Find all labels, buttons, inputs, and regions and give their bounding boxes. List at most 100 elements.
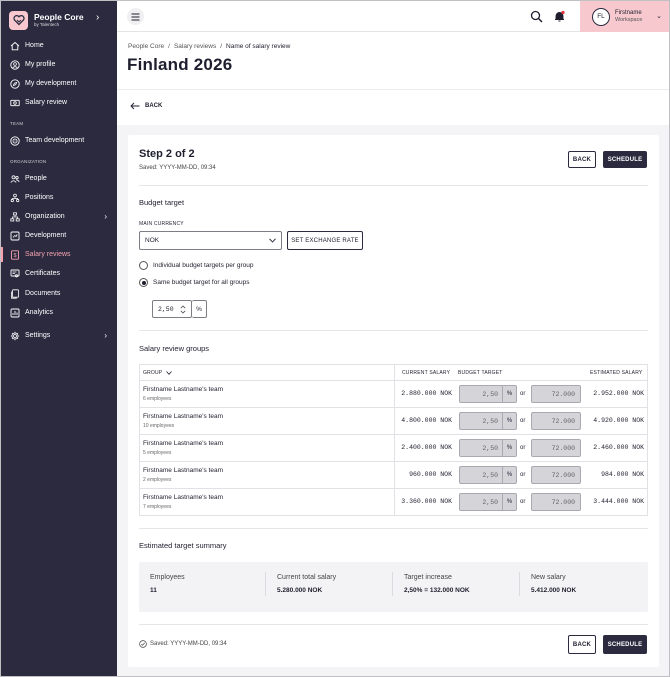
sidebar-item-salary-reviews[interactable]: $ Salary reviews <box>1 246 117 263</box>
summary-new-salary: New salary 5.412.000 NOK <box>531 574 576 594</box>
sidebar-item-settings[interactable]: Settings › <box>1 327 117 344</box>
sidebar-item-label: Home <box>25 42 44 49</box>
divider <box>392 572 393 596</box>
percent-unit: % <box>503 439 517 457</box>
sidebar-item-my-development[interactable]: My development <box>1 75 117 92</box>
topbar: FL Firstname Workspace ⌄ <box>117 1 669 32</box>
user-name: Firstname <box>615 10 642 17</box>
percent-input[interactable]: 2,50 <box>459 466 503 484</box>
divider <box>139 185 648 186</box>
org-icon <box>10 211 20 221</box>
stepper-arrows-icon[interactable] <box>180 305 186 314</box>
back-link[interactable]: BACK <box>130 102 162 110</box>
search-icon[interactable] <box>530 10 543 23</box>
brand-title: People Core <box>34 11 84 22</box>
employee-count: 5 employees <box>143 450 172 456</box>
breadcrumb-current: Name of salary review <box>226 43 291 50</box>
section-label-organization: ORGANIZATION <box>10 159 47 164</box>
amount-input[interactable]: 72.000 <box>531 412 581 430</box>
amount-input[interactable]: 72.000 <box>531 385 581 403</box>
groups-table: GROUP CURRENT SALARY BUDGET TARGET ESTIM… <box>139 364 648 516</box>
divider <box>139 330 648 331</box>
budget-target-stepper[interactable]: 2,50 <box>152 300 192 318</box>
current-salary: 3.360.000 NOK <box>401 498 452 505</box>
logo-icon <box>9 10 28 30</box>
currency-select[interactable]: NOK <box>139 231 282 250</box>
sidebar-item-home[interactable]: Home <box>1 37 117 54</box>
sidebar-item-organization[interactable]: Organization › <box>1 208 117 225</box>
amount-input[interactable]: 72.000 <box>531 493 581 511</box>
saved-status-text: Saved: YYYY-MM-DD, 09:34 <box>150 641 227 647</box>
sidebar-item-analytics[interactable]: Analytics <box>1 304 117 321</box>
back-label: BACK <box>145 103 163 109</box>
back-button[interactable]: BACK <box>568 151 596 168</box>
main-content: People Core / Salary reviews / Name of salar… <box>117 32 669 676</box>
group-name: Firstname Lastname's team <box>143 413 223 420</box>
sidebar-item-my-profile[interactable]: My profile <box>1 56 117 73</box>
summary-employees: Employees 11 <box>150 574 185 594</box>
percent-input[interactable]: 2,50 <box>459 385 503 403</box>
menu-button[interactable] <box>127 8 144 25</box>
saved-status: Saved: YYYY-MM-DD, 09:34 <box>139 165 216 171</box>
section-label-team: TEAM <box>10 121 24 126</box>
chevron-down-icon <box>166 371 173 375</box>
sidebar-item-documents[interactable]: Documents <box>1 285 117 302</box>
schedule-button[interactable]: SCHEDULE <box>603 635 647 654</box>
or-label: or <box>520 445 526 451</box>
breadcrumb-item[interactable]: Salary reviews <box>173 43 217 50</box>
sidebar-item-positions[interactable]: Positions <box>1 189 117 206</box>
check-circle-icon <box>139 640 147 648</box>
breadcrumb-item[interactable]: People Core <box>128 43 165 50</box>
saved-status-bottom: Saved: YYYY-MM-DD, 09:34 <box>139 640 227 648</box>
percent-unit: % <box>503 385 517 403</box>
summary-value: 11 <box>150 587 157 594</box>
back-button[interactable]: BACK <box>568 635 596 654</box>
estimated-salary: 4.920.000 NOK <box>593 417 644 424</box>
percent-unit: % <box>192 300 207 318</box>
analytics-icon <box>10 308 20 317</box>
column-header-current: CURRENT SALARY <box>402 370 451 376</box>
user-menu[interactable]: FL Firstname Workspace ⌄ <box>580 1 669 32</box>
sidebar-item-label: People <box>25 175 47 182</box>
amount-input[interactable]: 72.000 <box>531 466 581 484</box>
summary-value: 5.280.000 NOK <box>277 587 323 594</box>
set-exchange-rate-button[interactable]: SET EXCHANGE RATE <box>287 231 363 250</box>
or-label: or <box>520 499 526 505</box>
divider <box>139 528 648 529</box>
summary-value: 5.412.000 NOK <box>531 587 577 594</box>
sidebar-item-label: My development <box>25 80 77 87</box>
chevron-right-icon[interactable]: › <box>104 331 107 340</box>
sidebar-item-certificates[interactable]: Certificates <box>1 265 117 282</box>
sidebar-item-salary-review[interactable]: Salary review <box>1 94 117 111</box>
positions-icon <box>10 193 20 202</box>
breadcrumb: People Core / Salary reviews / Name of salar… <box>128 43 291 50</box>
sidebar-item-people[interactable]: People <box>1 170 117 187</box>
radio-individual-targets[interactable] <box>139 261 148 270</box>
chevron-right-icon[interactable]: › <box>96 12 100 23</box>
sidebar-item-development[interactable]: Development <box>1 227 117 244</box>
chevron-right-icon[interactable]: › <box>104 212 107 221</box>
percent-unit: % <box>503 493 517 511</box>
percent-unit: % <box>503 466 517 484</box>
brand[interactable]: People Core by Talentech › <box>1 5 117 35</box>
development-icon <box>10 231 20 240</box>
percent-input[interactable]: 2,50 <box>459 412 503 430</box>
stepper-value: 2,50 <box>158 305 174 313</box>
sidebar-item-label: Documents <box>25 290 61 297</box>
chevron-down-icon: ⌄ <box>656 13 662 20</box>
chevron-down-icon <box>269 238 276 243</box>
amount-input[interactable]: 72.000 <box>531 439 581 457</box>
home-icon <box>10 41 20 50</box>
schedule-button[interactable]: SCHEDULE <box>603 151 647 168</box>
current-salary: 960.000 NOK <box>409 471 452 478</box>
percent-input[interactable]: 2,50 <box>459 439 503 457</box>
estimated-salary: 2.460.000 NOK <box>593 444 644 451</box>
column-header-group[interactable]: GROUP <box>143 365 173 381</box>
bell-icon[interactable] <box>553 10 566 23</box>
sidebar-item-team-development[interactable]: Team development <box>1 132 117 149</box>
estimated-salary: 3.444.000 NOK <box>593 498 644 505</box>
radio-same-target[interactable] <box>139 278 148 287</box>
or-label: or <box>520 391 526 397</box>
percent-input[interactable]: 2,50 <box>459 493 503 511</box>
